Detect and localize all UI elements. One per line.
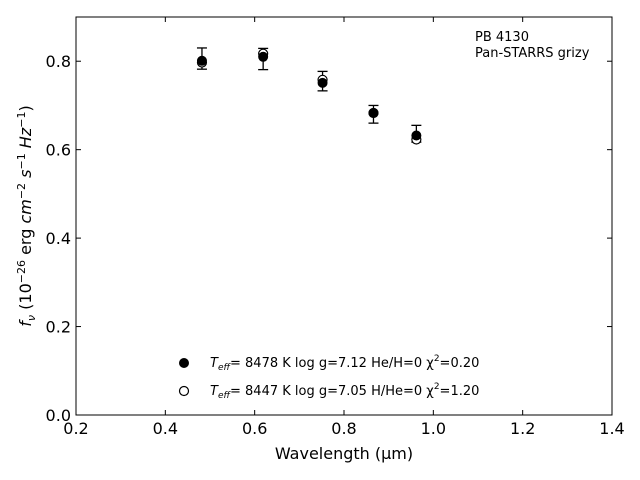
y-tick-label: 0.8 [46, 52, 71, 71]
x-tick-label: 0.4 [153, 419, 178, 438]
x-tick-label: 1.0 [421, 419, 446, 438]
data-layer [196, 47, 422, 145]
point-filled [317, 77, 328, 88]
legend: Teff= 8478 K log g=7.12 He/H=0 χ2=0.20 T… [178, 354, 479, 401]
x-tick-label: 0.2 [63, 419, 88, 438]
x-tick-label: 0.8 [331, 419, 356, 438]
annotation: PB 4130 Pan-STARRS grizy [475, 30, 590, 61]
x-tick-label: 1.4 [599, 419, 624, 438]
y-tick-label: 0.6 [46, 141, 71, 160]
axis-ticks: 0.2 0.4 0.6 0.8 1.0 1.2 1.40.00.20.40.60.8 [46, 17, 625, 438]
legend-marker-filled [179, 358, 189, 368]
point-filled [258, 51, 269, 62]
y-tick-label: 0.4 [46, 229, 71, 248]
point-filled [411, 130, 422, 141]
legend-marker-open [178, 385, 190, 397]
annotation-survey: Pan-STARRS grizy [475, 46, 590, 61]
point-filled [196, 55, 207, 66]
x-tick-label: 0.6 [242, 419, 267, 438]
x-tick-label: 1.2 [510, 419, 535, 438]
legend-entry-1: Teff= 8478 K log g=7.12 He/H=0 χ2=0.20 [210, 354, 479, 373]
plot-frame [75, 16, 613, 416]
legend-entry-2: Teff= 8447 K log g=7.05 H/He=0 χ2=1.20 [210, 382, 479, 401]
y-tick-label: 0.2 [46, 318, 71, 337]
point-filled [368, 107, 379, 118]
y-tick-label: 0.0 [46, 406, 71, 425]
annotation-object: PB 4130 [475, 30, 529, 45]
x-axis-label: Wavelength (μm) [275, 444, 413, 463]
y-axis-label: fν (10−26 erg cm−2 s−1 Hz−1) [15, 105, 38, 326]
